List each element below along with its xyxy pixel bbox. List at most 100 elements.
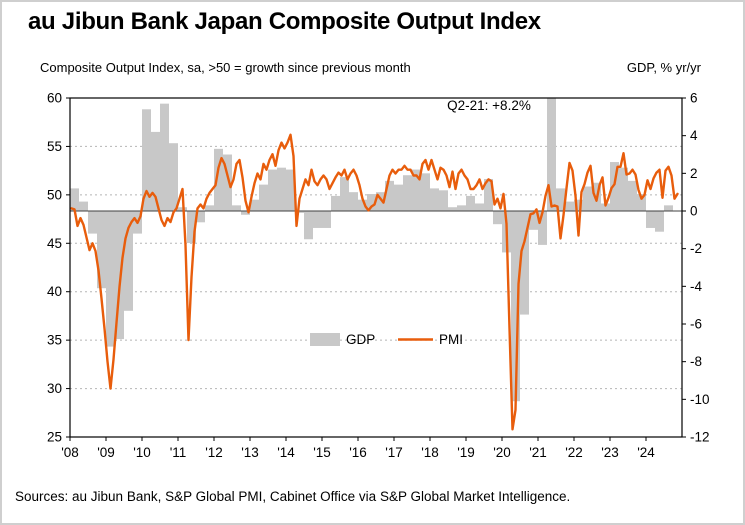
gdp-bars <box>70 98 673 402</box>
gdp-bar <box>655 211 664 232</box>
gdp-bar <box>421 173 430 211</box>
gdp-bar <box>430 188 439 211</box>
gdp-bar <box>241 211 250 215</box>
x-axis-tick-label: '10 <box>133 445 151 460</box>
left-axis-tick-label: 40 <box>47 284 62 299</box>
gdp-bar <box>376 192 385 211</box>
gdp-bar <box>196 211 205 223</box>
left-axis-tick-label: 35 <box>47 333 62 348</box>
right-axis-tick-label: -4 <box>690 279 702 294</box>
right-axis-tick-label: -2 <box>690 241 702 256</box>
gdp-bar <box>286 169 295 211</box>
gdp-bar <box>511 211 520 402</box>
gdp-bar <box>466 195 475 211</box>
x-axis-tick-label: '16 <box>349 445 367 460</box>
gdp-bar <box>79 201 88 211</box>
gdp-bar <box>268 169 277 211</box>
gdp-bar <box>493 211 502 225</box>
annotation-q2-21: Q2-21: +8.2% <box>447 98 531 113</box>
gdp-bar <box>205 205 214 211</box>
gdp-bar <box>457 205 466 211</box>
gdp-bar <box>97 211 106 289</box>
gdp-bar <box>169 143 178 211</box>
gdp-bar <box>124 211 133 311</box>
gdp-bar <box>259 184 268 211</box>
gdp-bar <box>358 199 367 211</box>
gdp-bar <box>223 154 232 211</box>
x-axis-tick-label: '19 <box>457 445 475 460</box>
gdp-bar <box>538 211 547 245</box>
x-axis-tick-label: '21 <box>529 445 547 460</box>
right-axis-tick-label: -6 <box>690 317 702 332</box>
gdp-bar <box>277 167 286 211</box>
right-axis-title: GDP, % yr/yr <box>626 60 701 75</box>
x-axis-tick-label: '18 <box>421 445 439 460</box>
gdp-bar <box>313 211 322 228</box>
right-axis-tick-label: -8 <box>690 354 702 369</box>
gdp-bar <box>412 169 421 211</box>
left-axis-tick-label: 55 <box>47 139 62 154</box>
source-note: Sources: au Jibun Bank, S&P Global PMI, … <box>15 489 571 504</box>
right-axis-tick-label: 0 <box>690 204 698 219</box>
gdp-bar <box>160 103 169 211</box>
x-axis-tick-label: '13 <box>241 445 259 460</box>
gdp-bar <box>601 203 610 211</box>
x-axis-tick-label: '15 <box>313 445 331 460</box>
gdp-bar <box>88 211 97 234</box>
left-axis-title: Composite Output Index, sa, >50 = growth… <box>40 60 411 75</box>
gdp-bar <box>529 211 538 230</box>
left-axis-tick-label: 25 <box>47 430 62 445</box>
gdp-bar <box>349 192 358 211</box>
right-axis-tick-label: -10 <box>690 392 710 407</box>
right-axis-tick-label: 2 <box>690 166 698 181</box>
gdp-bar <box>106 211 115 347</box>
gdp-bar <box>331 195 340 211</box>
legend-gdp-swatch <box>310 333 340 346</box>
x-axis-tick-label: '12 <box>205 445 223 460</box>
x-axis-tick-label: '24 <box>637 445 655 460</box>
gdp-bar <box>304 211 313 240</box>
axes: 60 55 50 45 40 35 30 25 6 4 2 0 -2 -4 -6 -8 -10 -12 '08 '09… <box>47 91 710 461</box>
x-axis-tick-label: '22 <box>565 445 583 460</box>
gdp-bar <box>475 203 484 211</box>
gdp-bar <box>367 194 376 211</box>
gdp-bar <box>439 190 448 211</box>
left-axis-tick-label: 30 <box>47 381 62 396</box>
x-axis-tick-label: '08 <box>61 445 79 460</box>
gdp-bar <box>619 167 628 211</box>
x-axis-tick-label: '20 <box>493 445 511 460</box>
gdp-bar <box>232 205 241 211</box>
gdp-bar <box>628 180 637 211</box>
chart-canvas: 60 55 50 45 40 35 30 25 6 4 2 0 -2 -4 -6 -8 -10 -12 '08 '09… <box>47 91 710 461</box>
gdp-bar <box>556 188 565 211</box>
x-axis-tick-label: '23 <box>601 445 619 460</box>
gdp-bar <box>151 131 160 211</box>
pmi-line <box>70 133 679 431</box>
gdp-bar <box>547 98 556 211</box>
legend-pmi-label: PMI <box>439 332 463 347</box>
gdp-bar <box>295 211 304 213</box>
x-axis-tick-label: '17 <box>385 445 403 460</box>
gdp-bar <box>340 177 349 211</box>
x-axis-tick-label: '11 <box>170 445 187 460</box>
gdp-bar <box>520 211 529 315</box>
x-axis-tick-label: '09 <box>97 445 115 460</box>
gdp-bar <box>646 211 655 228</box>
gdp-bar <box>448 207 457 211</box>
gdp-bar <box>610 162 619 211</box>
x-axis-tick-label: '14 <box>277 445 295 460</box>
gdp-bar <box>115 211 124 340</box>
right-axis-tick-label: -12 <box>690 430 710 445</box>
gdp-bar <box>214 148 223 211</box>
gdp-bar <box>403 175 412 211</box>
left-axis-tick-label: 45 <box>47 236 62 251</box>
gdp-bar <box>484 178 493 211</box>
gdp-bar <box>322 211 331 228</box>
gdp-bar <box>187 211 196 244</box>
right-axis-tick-label: 6 <box>690 91 698 106</box>
gdp-bar <box>142 109 151 211</box>
legend-gdp-label: GDP <box>346 332 375 347</box>
left-axis-tick-label: 50 <box>47 187 62 202</box>
gdp-bar <box>664 205 673 211</box>
